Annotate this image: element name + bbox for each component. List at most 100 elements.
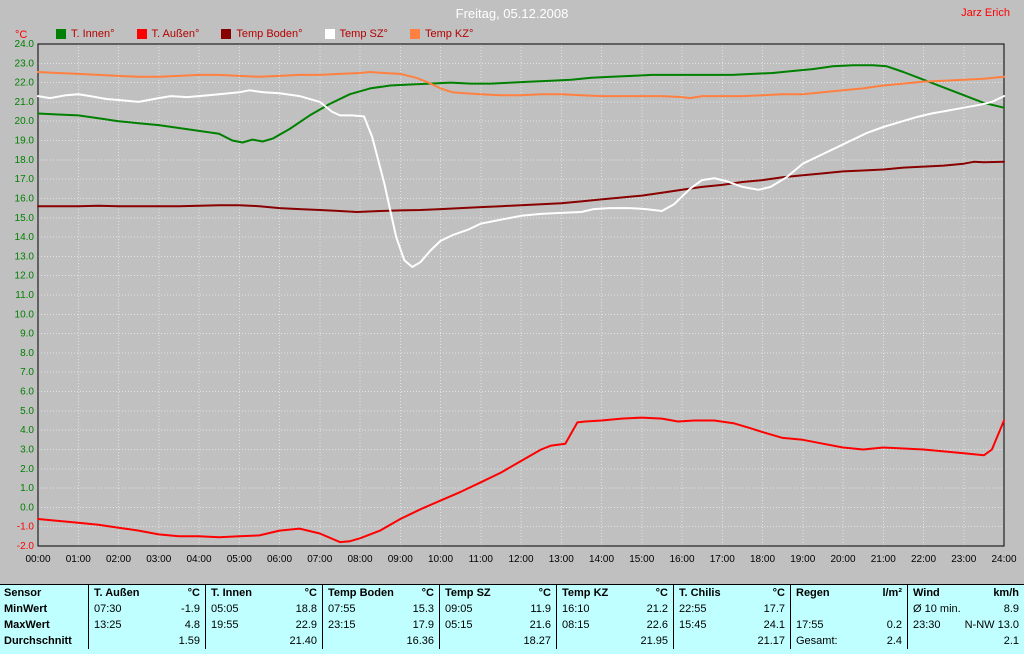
y-axis-tick-label: 12.0: [15, 271, 35, 282]
y-axis-tick-label: -1.0: [17, 522, 35, 533]
table-cell-min-temp-sz-value: 11.9: [530, 603, 551, 615]
y-axis-tick-label: 0.0: [20, 502, 34, 513]
table-header-t-au-en-value: °C: [187, 587, 200, 599]
table-cell-min-temp-kz-value: 21.2: [646, 603, 668, 615]
x-axis-tick-label: 23:00: [951, 554, 976, 565]
table-cell-avg-regen-time: Gesamt:: [796, 635, 838, 647]
y-axis-tick-label: 20.0: [15, 116, 35, 127]
table-cell-max-temp-boden: 23:15 17.9: [322, 617, 439, 633]
table-cell-max-temp-sz: 05:15 21.6: [439, 617, 556, 633]
y-axis-tick-label: 24.0: [15, 39, 35, 50]
legend-item-t-aussen: T. Außen°: [136, 28, 200, 40]
x-axis-tick-label: 15:00: [629, 554, 654, 565]
table-header-t-chilis: T. Chilis °C: [673, 585, 790, 601]
table-header-t-innen: T. Innen °C: [205, 585, 322, 601]
series-temp-boden: [37, 160, 1005, 213]
table-header-regen: Regen l/m²: [790, 585, 907, 601]
table-cell-avg-temp-kz: 21.95: [556, 633, 673, 649]
table-cell-max-t-innen-time: 19:55: [211, 619, 239, 631]
x-axis-tick-label: 03:00: [146, 554, 171, 565]
table-cell-min-t-chilis: 22:55 17.7: [673, 601, 790, 617]
table-cell-min-t-innen-time: 05:05: [211, 603, 239, 615]
table-header-temp-sz-time: Temp SZ: [445, 587, 491, 599]
legend-label-temp-boden: Temp Boden°: [236, 28, 303, 40]
x-axis-tick-label: 21:00: [871, 554, 896, 565]
x-axis-tick-label: 10:00: [428, 554, 453, 565]
x-axis-tick-label: 17:00: [710, 554, 735, 565]
table-cell-avg-t-innen-value: 21.40: [289, 635, 317, 647]
table-cell-min-wind-time: Ø 10 min.: [913, 603, 961, 615]
table-cell-min-t-au-en-value: -1.9: [181, 603, 200, 615]
page-title: Freitag, 05.12.2008: [455, 6, 569, 21]
table-cell-max-temp-sz-value: 21.6: [529, 619, 551, 631]
table-header-temp-boden: Temp Boden °C: [322, 585, 439, 601]
y-axis-tick-label: 8.0: [20, 348, 34, 359]
table-header-temp-kz-value: °C: [655, 587, 668, 599]
legend-label-t-aussen: T. Außen°: [151, 28, 200, 40]
y-axis-tick-label: 11.0: [15, 290, 34, 301]
x-axis-tick-label: 16:00: [669, 554, 694, 565]
table-cell-min-temp-sz-time: 09:05: [445, 603, 473, 615]
y-axis-tick-label: 1.0: [20, 483, 34, 494]
y-axis-tick-label: 15.0: [15, 213, 35, 224]
table-cell-avg-temp-sz-value: 18.27: [523, 635, 551, 647]
table-cell-min-temp-boden: 07:55 15.3: [322, 601, 439, 617]
table-cell-max-wind: 23:30 N-NW 13.0: [907, 617, 1024, 633]
table-cell-avg-t-chilis: 21.17: [673, 633, 790, 649]
table-row-label-min: MinWert: [4, 603, 48, 615]
table-cell-min-regen: [790, 601, 907, 617]
legend-swatch-t-innen: [56, 29, 66, 39]
table-corner-label: Sensor: [4, 587, 42, 599]
legend-swatch-t-aussen: [136, 29, 147, 39]
legend-item-temp-kz: Temp KZ°: [409, 28, 474, 40]
table-cell-max-t-innen: 19:55 22.9: [205, 617, 322, 633]
table-cell-max-regen: 17:55 0.2: [790, 617, 907, 633]
y-axis-tick-label: 10.0: [15, 309, 35, 320]
y-axis-tick-label: 22.0: [15, 78, 35, 89]
table-header-wind: Wind km/h: [907, 585, 1024, 601]
table-header-wind-value: km/h: [993, 587, 1019, 599]
table-cell-min-temp-boden-value: 15.3: [412, 603, 434, 615]
table-header-t-innen-time: T. Innen: [211, 587, 252, 599]
table-cell-min-t-innen-value: 18.8: [295, 603, 317, 615]
table-cell-avg-wind-value: 2.1: [1003, 635, 1019, 647]
table-cell-avg-t-chilis-value: 21.17: [757, 635, 785, 647]
table-cell-min-wind: Ø 10 min. 8.9: [907, 601, 1024, 617]
y-axis-tick-label: 4.0: [20, 425, 34, 436]
y-axis-tick-label: 3.0: [20, 444, 34, 455]
table-cell-max-t-chilis-value: 24.1: [763, 619, 785, 631]
table-cell-max-wind-value: N-NW 13.0: [964, 619, 1019, 631]
y-axis-unit-label: °C: [15, 29, 28, 41]
legend-swatch-temp-boden: [221, 29, 232, 39]
table-cell-avg-temp-kz-value: 21.95: [640, 635, 668, 647]
series-temp-kz: [37, 71, 1005, 100]
table-cell-avg-wind: 2.1: [907, 633, 1024, 649]
x-axis-tick-label: 05:00: [227, 554, 252, 565]
table-cell-max-temp-boden-value: 17.9: [412, 619, 434, 631]
legend-swatch-temp-kz: [409, 29, 420, 39]
table-cell-avg-temp-sz: 18.27: [439, 633, 556, 649]
table-cell-avg-temp-boden: 16.36: [322, 633, 439, 649]
table-cell-avg-t-au-en-value: 1.59: [178, 635, 200, 647]
legend-label-temp-sz: Temp SZ°: [339, 28, 388, 40]
table-cell-max-temp-boden-time: 23:15: [328, 619, 356, 631]
table-header-t-chilis-value: °C: [772, 587, 785, 599]
table-cell-avg-regen-value: 2.4: [886, 635, 902, 647]
y-axis-tick-label: 2.0: [20, 464, 34, 475]
y-axis-tick-label: 7.0: [20, 367, 34, 378]
table-cell-max-t-innen-value: 22.9: [295, 619, 317, 631]
x-axis-tick-label: 09:00: [388, 554, 413, 565]
x-axis-tick-label: 14:00: [589, 554, 614, 565]
table-cell-max-temp-sz-time: 05:15: [445, 619, 473, 631]
table-cell-avg-t-innen: 21.40: [205, 633, 322, 649]
legend-item-temp-sz: Temp SZ°: [324, 28, 388, 40]
legend-label-t-innen: T. Innen°: [71, 28, 115, 40]
table-cell-max-regen-time: 17:55: [796, 619, 824, 631]
series-temp-sz: [37, 89, 1005, 268]
x-axis-tick-label: 24:00: [991, 554, 1016, 565]
table-cell-min-t-au-en: 07:30 -1.9: [88, 601, 205, 617]
table-header-t-au-en: T. Außen °C: [88, 585, 205, 601]
legend-label-temp-kz: Temp KZ°: [424, 28, 474, 40]
legend-item-temp-boden: Temp Boden°: [221, 28, 303, 40]
